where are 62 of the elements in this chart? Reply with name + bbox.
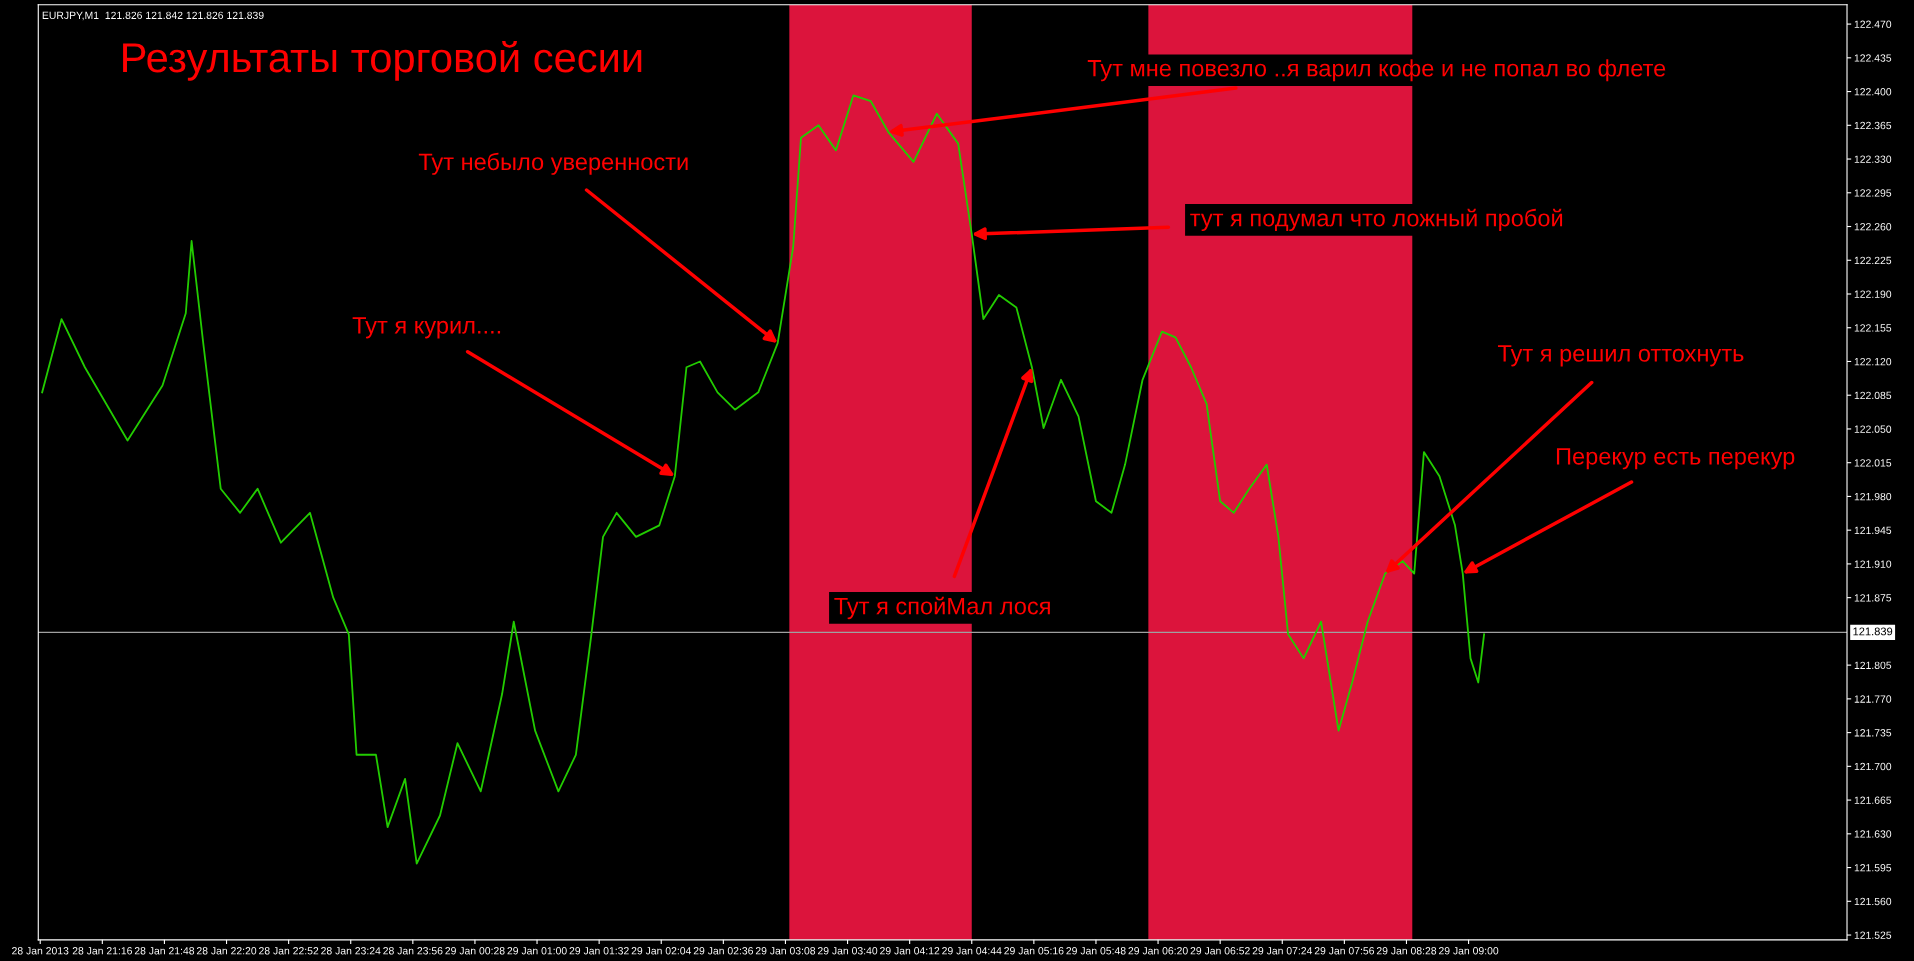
y-tick-label: 121.875 xyxy=(1854,594,1892,602)
y-tick-label: 122.295 xyxy=(1854,189,1892,197)
y-tick-label: 122.190 xyxy=(1854,290,1892,298)
y-tick-label: 121.910 xyxy=(1854,560,1892,568)
annotation: Тут небыло уверенности xyxy=(418,152,688,175)
y-tick-label: 122.260 xyxy=(1854,223,1892,231)
y-tick-label: 121.560 xyxy=(1854,897,1892,906)
x-tick-label: 28 Jan 23:56 xyxy=(383,947,443,955)
x-tick-label: 29 Jan 02:04 xyxy=(631,947,692,955)
annotation: Тут мне повезло ..я варил кофе и не попал во флете xyxy=(1087,59,1666,82)
y-tick-label: 122.015 xyxy=(1854,459,1892,467)
x-tick-label: 29 Jan 02:36 xyxy=(693,947,754,955)
y-tick-label: 121.735 xyxy=(1854,729,1892,737)
y-tick-label: 122.365 xyxy=(1854,121,1892,130)
annotation: тут я подумал что ложный пробой xyxy=(1190,208,1563,232)
x-tick-label: 28 Jan 22:20 xyxy=(196,947,257,955)
y-tick-label: 121.525 xyxy=(1854,931,1892,939)
x-tick-label: 29 Jan 07:56 xyxy=(1314,947,1375,955)
line-series xyxy=(41,94,1486,865)
x-tick-label: 28 Jan 21:16 xyxy=(72,947,132,955)
y-tick-label: 122.085 xyxy=(1854,391,1892,400)
y-tick-label: 121.630 xyxy=(1854,830,1892,838)
y-tick-label: 122.120 xyxy=(1854,357,1892,366)
x-tick-label: 29 Jan 06:20 xyxy=(1128,947,1188,955)
y-tick-label: 122.155 xyxy=(1854,324,1892,332)
y-tick-label: 122.225 xyxy=(1854,256,1892,265)
x-tick-label: 29 Jan 07:24 xyxy=(1252,947,1313,955)
y-tick-label: 121.665 xyxy=(1854,796,1892,804)
x-tick-label: 29 Jan 01:00 xyxy=(507,947,567,955)
annotation: Тут я решил оттохнуть xyxy=(1497,345,1744,367)
y-tick-label: 121.700 xyxy=(1854,762,1892,771)
y-tick-label: 122.330 xyxy=(1854,155,1892,163)
annotation: Тут я курил.... xyxy=(352,317,501,339)
y-tick-label: 122.400 xyxy=(1854,88,1892,96)
x-tick-label: 29 Jan 03:08 xyxy=(755,947,816,955)
x-tick-label: 29 Jan 05:48 xyxy=(1066,947,1126,955)
x-tick-label: 29 Jan 08:28 xyxy=(1376,947,1437,955)
x-tick-label: 29 Jan 04:12 xyxy=(880,947,940,955)
y-tick-label: 121.945 xyxy=(1854,526,1892,535)
y-tick-label: 121.595 xyxy=(1854,864,1892,872)
x-tick-label: 28 Jan 2013 xyxy=(12,947,69,955)
y-tick-label: 121.805 xyxy=(1854,661,1892,669)
x-tick-label: 28 Jan 22:52 xyxy=(259,947,319,955)
ref-line-label: 121.839 xyxy=(1853,627,1893,636)
x-tick-label: 29 Jan 06:52 xyxy=(1190,947,1250,955)
y-tick-label: 122.435 xyxy=(1854,54,1892,62)
text: Результаты торговой сесии xyxy=(123,41,642,81)
x-tick-label: 29 Jan 00:28 xyxy=(445,947,505,955)
y-tick-label: 121.980 xyxy=(1854,492,1892,501)
x-tick-label: 29 Jan 05:16 xyxy=(1004,947,1064,955)
text: EURJPY,M1 121.826 121.842 121.826 121.839 xyxy=(42,11,264,21)
x-tick-label: 29 Jan 03:40 xyxy=(817,947,878,955)
x-tick-label: 28 Jan 21:48 xyxy=(134,947,195,955)
y-tick-label: 122.470 xyxy=(1854,20,1892,28)
y-tick-label: 122.050 xyxy=(1854,425,1892,433)
annotation: Перекур есть перекур xyxy=(1556,448,1795,470)
annotation: Тут я спойМал лося xyxy=(834,596,1050,620)
x-tick-label: 29 Jan 09:00 xyxy=(1438,947,1499,955)
x-tick-label: 29 Jan 01:32 xyxy=(569,947,629,955)
x-tick-label: 28 Jan 23:24 xyxy=(321,947,381,955)
y-tick-label: 121.770 xyxy=(1854,695,1892,703)
x-tick-label: 29 Jan 04:44 xyxy=(942,947,1002,955)
